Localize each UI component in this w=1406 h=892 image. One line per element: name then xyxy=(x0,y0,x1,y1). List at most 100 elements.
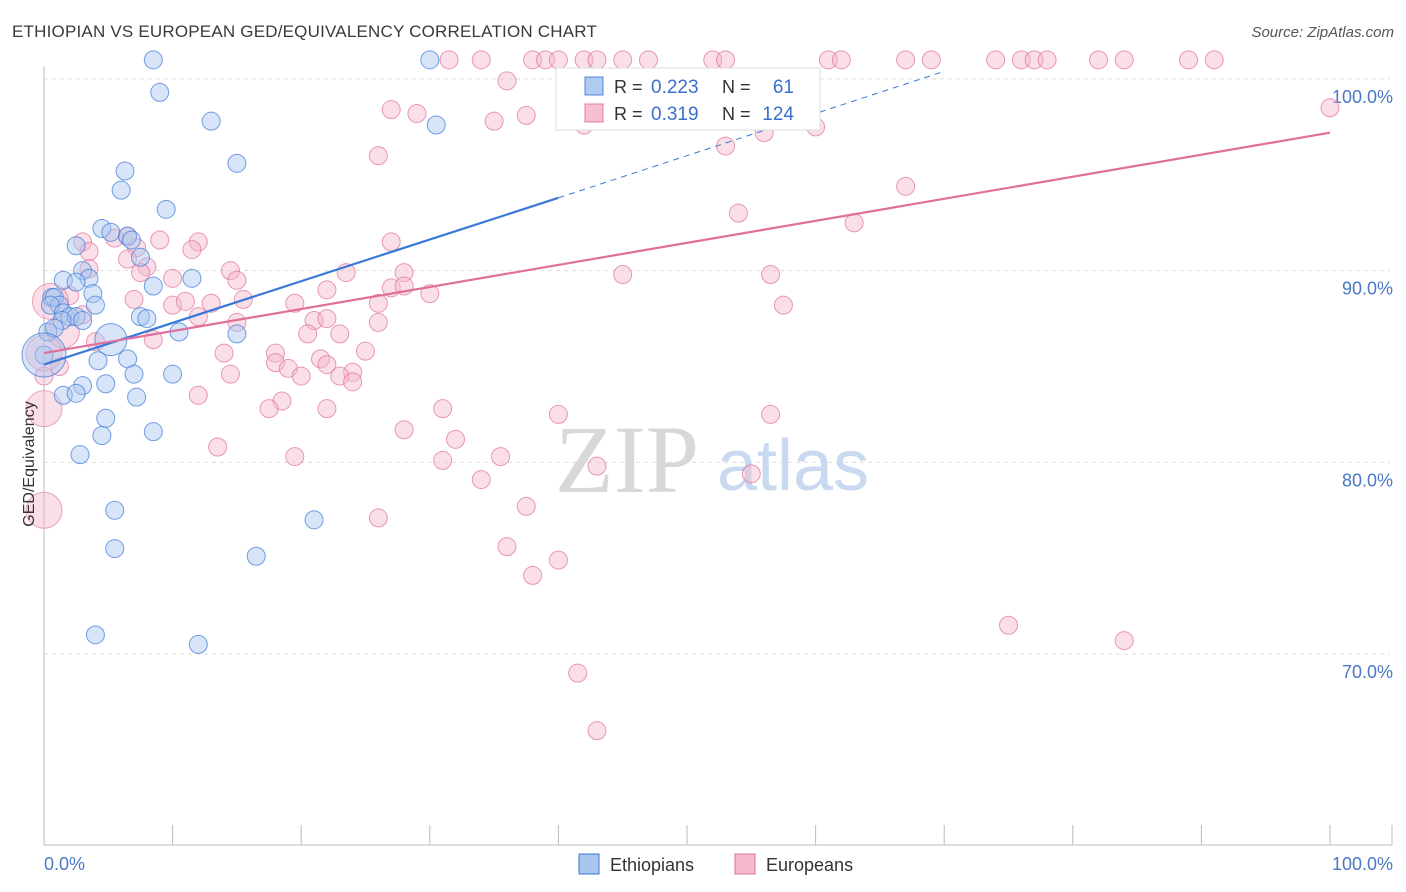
ethiopians-point-38 xyxy=(227,324,247,344)
ethiopians-point-30 xyxy=(130,307,150,327)
ethiopians-point-14 xyxy=(130,247,150,267)
europeans-point-4 xyxy=(548,50,568,70)
bottom-legend: Ethiopians Europeans xyxy=(578,853,853,875)
ethiopians-point-15 xyxy=(73,261,93,281)
europeans-point-32 xyxy=(368,146,388,166)
europeans-point-103 xyxy=(446,429,466,449)
ethiopians-point-45 xyxy=(73,376,93,396)
ethiopians-point-54 xyxy=(304,510,324,530)
ethiopians-point-34 xyxy=(52,311,72,330)
stats-n-label-ethiopians: N = xyxy=(722,77,751,97)
europeans-point-31 xyxy=(716,136,736,156)
ethiopians-point-33 xyxy=(73,311,93,330)
europeans-point-27 xyxy=(484,111,504,131)
ethiopians-point-57 xyxy=(85,625,105,645)
europeans-point-12 xyxy=(831,50,851,70)
stats-n-value-europeans: 124 xyxy=(762,104,794,125)
ethiopians-point-0 xyxy=(143,50,163,70)
trend-layer xyxy=(43,70,1331,366)
ethiopians-point-41 xyxy=(88,351,108,371)
watermark: ZIP atlas xyxy=(555,406,869,513)
europeans-point-76 xyxy=(330,324,350,344)
ethiopians-point-47 xyxy=(66,383,86,403)
europeans-point-107 xyxy=(433,450,453,470)
ethiopians-point-20 xyxy=(143,276,163,296)
europeans-point-75 xyxy=(368,312,388,332)
legend-swatch-europeans xyxy=(734,853,756,875)
ethiopians-point-32 xyxy=(137,309,157,329)
europeans-point-19 xyxy=(1089,50,1109,70)
europeans-point-112 xyxy=(368,508,388,528)
europeans-point-81 xyxy=(214,343,234,363)
europeans-point-101 xyxy=(317,399,337,419)
europeans-point-80 xyxy=(298,324,318,344)
europeans-point-26 xyxy=(516,105,536,125)
europeans-point-69 xyxy=(773,295,793,315)
europeans-point-87 xyxy=(220,364,240,384)
europeans-large-point-1 xyxy=(25,390,63,428)
europeans-point-62 xyxy=(124,289,144,309)
europeans-point-38 xyxy=(150,230,170,250)
europeans-point-18 xyxy=(1037,50,1057,70)
europeans-point-68 xyxy=(368,293,388,313)
chart-source: Source: ZipAtlas.com xyxy=(1251,24,1394,41)
ethiopians-point-51 xyxy=(92,426,112,445)
europeans-point-106 xyxy=(491,447,511,467)
europeans-point-35 xyxy=(728,203,748,223)
europeans-point-7 xyxy=(613,50,633,70)
europeans-point-54 xyxy=(613,265,633,284)
europeans-trendline xyxy=(43,131,1331,355)
europeans-point-36 xyxy=(844,213,864,233)
europeans-point-43 xyxy=(182,240,202,260)
ethiopians-point-44 xyxy=(96,374,116,394)
europeans-point-100 xyxy=(761,404,781,424)
stats-r-value-ethiopians: 0.223 xyxy=(651,77,699,98)
europeans-point-99 xyxy=(259,399,279,419)
legend-label-ethiopians: Ethiopians xyxy=(610,855,694,875)
europeans-point-113 xyxy=(497,537,517,557)
europeans-point-116 xyxy=(999,615,1018,635)
ethiopians-point-2 xyxy=(150,82,170,102)
ethiopians-point-11 xyxy=(118,226,138,246)
europeans-point-24 xyxy=(381,100,401,120)
ethiopians-point-24 xyxy=(83,284,103,304)
europeans-point-13 xyxy=(896,50,916,70)
europeans-point-64 xyxy=(175,291,195,311)
legend-label-europeans: Europeans xyxy=(766,855,853,875)
chart-title: ETHIOPIAN VS EUROPEAN GED/EQUIVALENCY CO… xyxy=(12,22,598,41)
europeans-point-105 xyxy=(285,447,305,467)
europeans-point-57 xyxy=(317,280,337,300)
europeans-point-67 xyxy=(285,293,305,313)
ethiopians-point-13 xyxy=(66,236,86,256)
europeans-point-109 xyxy=(741,464,761,484)
ethiopians-point-49 xyxy=(96,408,116,428)
ethiopians-point-52 xyxy=(70,445,90,465)
europeans-point-48 xyxy=(79,259,99,279)
europeans-point-65 xyxy=(201,293,221,313)
europeans-point-110 xyxy=(471,470,491,490)
ethiopians-points xyxy=(21,50,446,654)
ethiopians-point-19 xyxy=(182,268,202,288)
ethiopians-point-18 xyxy=(66,272,86,292)
europeans-point-56 xyxy=(227,270,247,290)
europeans-point-1 xyxy=(471,50,491,70)
ethiopians-point-59 xyxy=(21,332,67,378)
europeans-point-85 xyxy=(34,366,54,386)
europeans-point-83 xyxy=(356,341,375,361)
europeans-point-14 xyxy=(921,50,941,70)
europeans-point-51 xyxy=(220,261,240,281)
europeans-point-63 xyxy=(163,295,183,315)
ethiopians-point-5 xyxy=(227,153,247,173)
ethiopians-point-25 xyxy=(85,295,105,315)
europeans-point-111 xyxy=(516,496,536,516)
europeans-point-74 xyxy=(317,309,337,329)
europeans-point-108 xyxy=(587,456,607,476)
ethiopians-point-42 xyxy=(124,364,144,384)
europeans-point-0 xyxy=(439,50,459,70)
europeans-point-60 xyxy=(420,284,440,304)
europeans-point-41 xyxy=(381,232,401,252)
europeans-point-91 xyxy=(291,366,311,386)
stats-r-value-europeans: 0.319 xyxy=(651,104,699,125)
europeans-point-90 xyxy=(343,362,363,382)
